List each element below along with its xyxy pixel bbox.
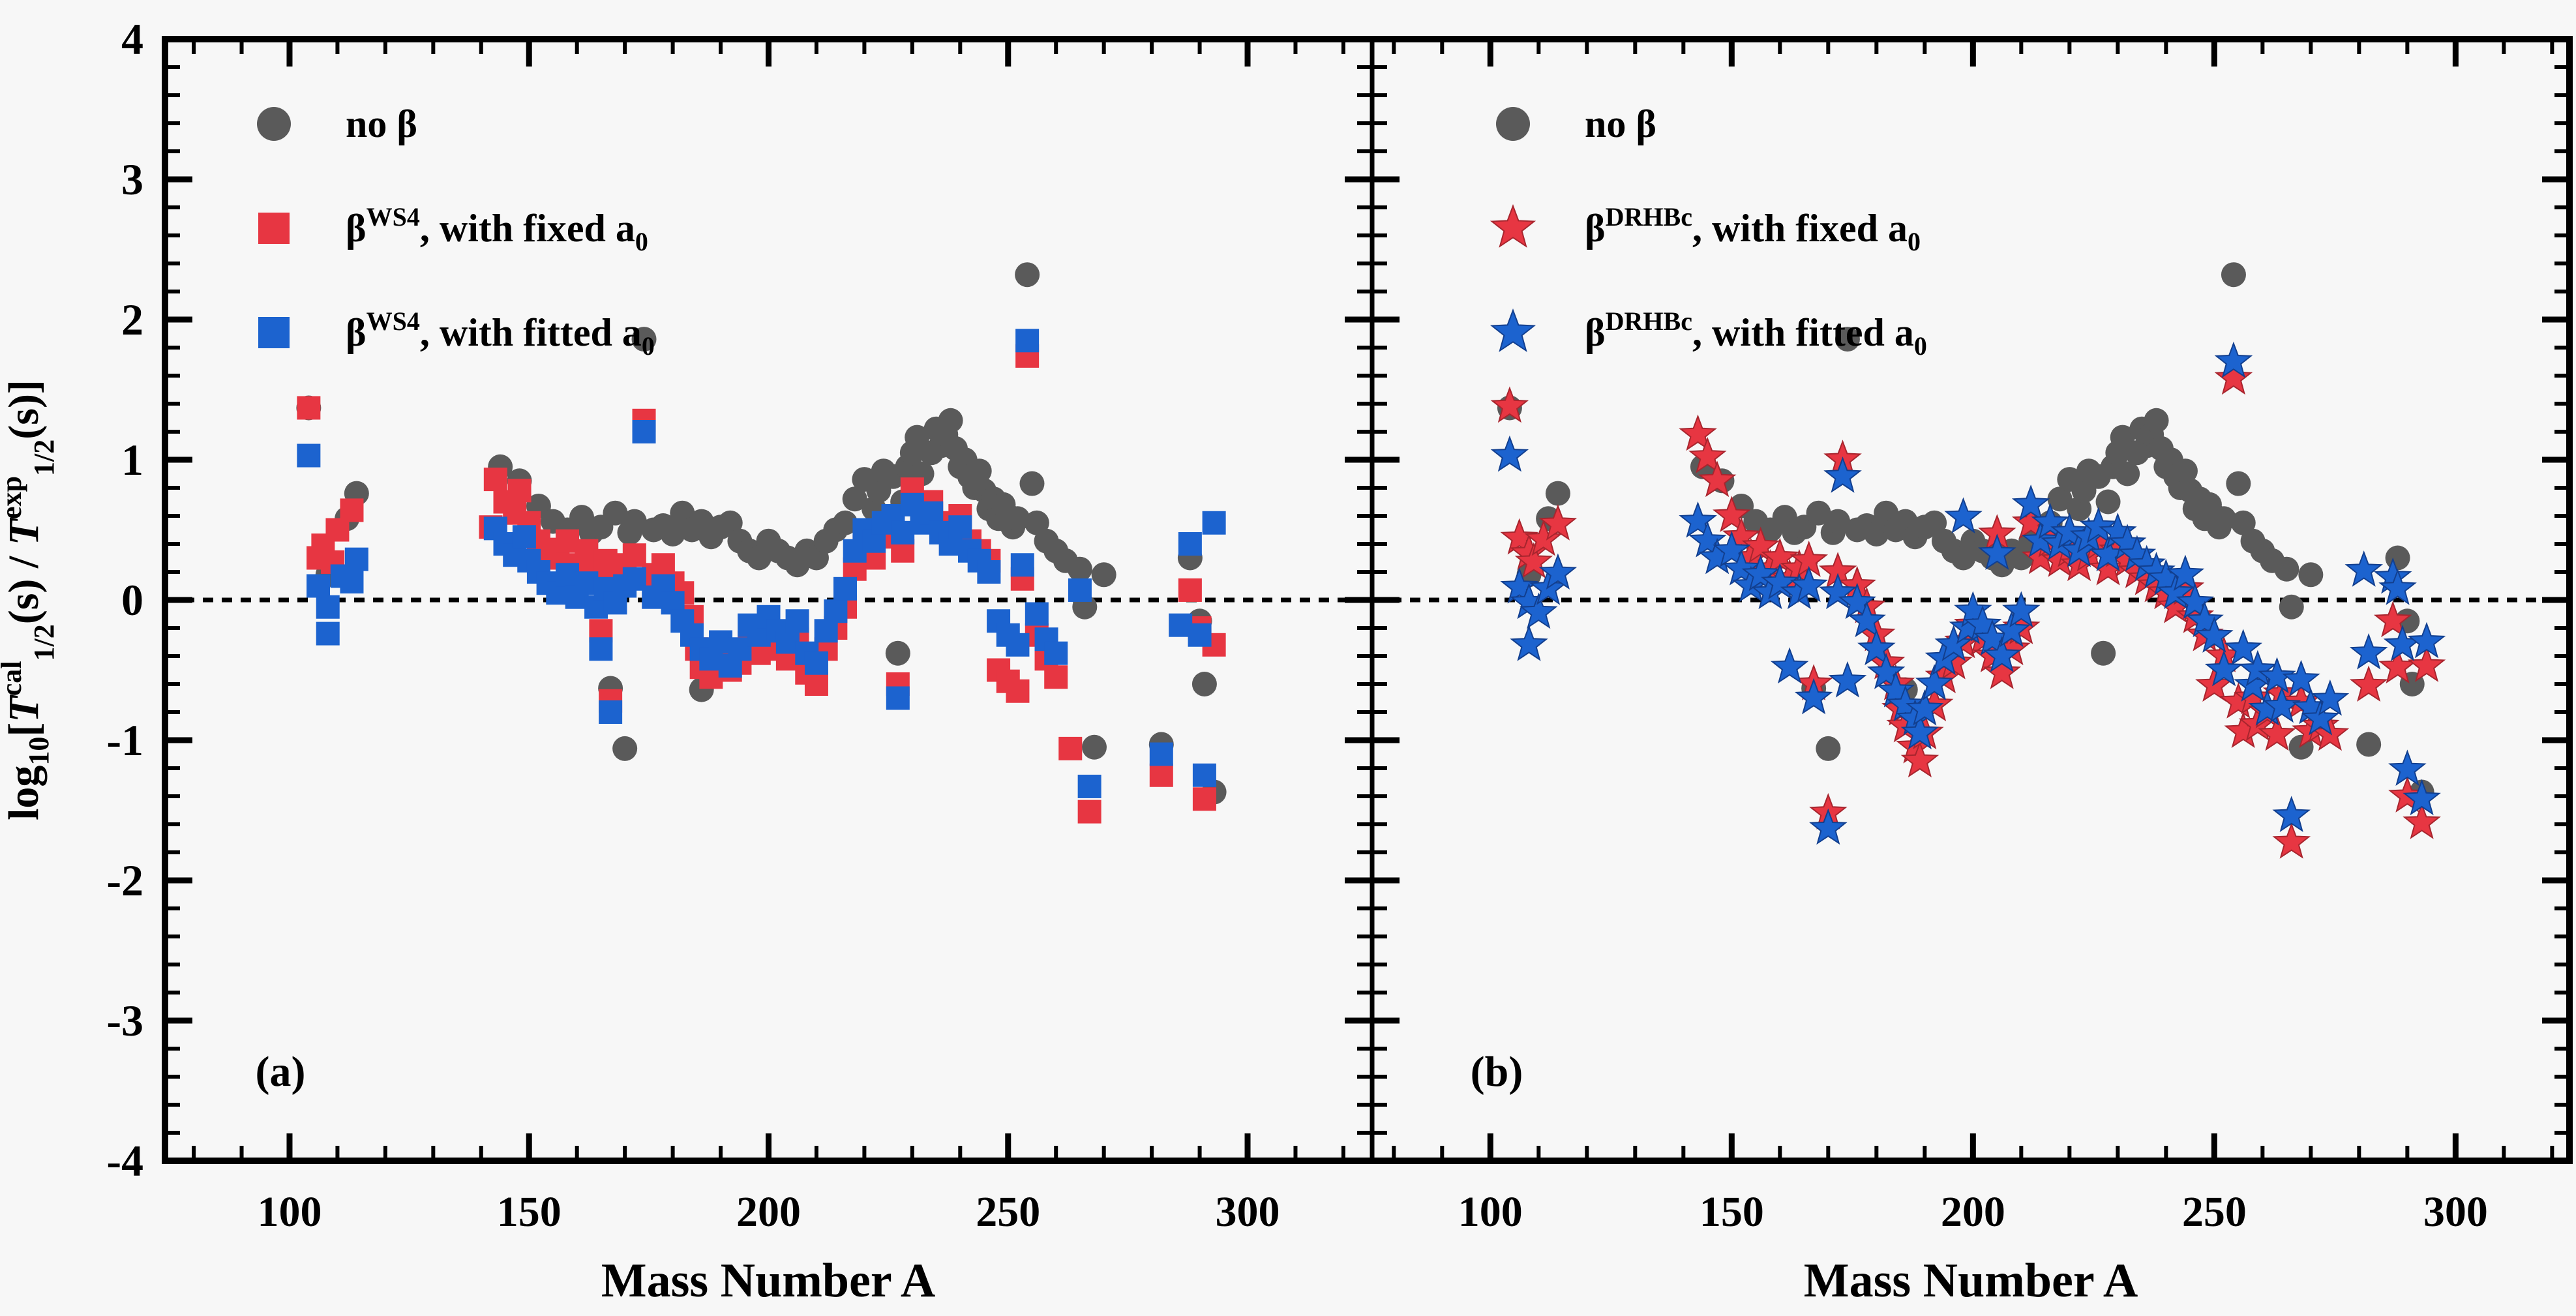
panel-a-scatter-points <box>296 262 1227 824</box>
legend-item-red-star: βDRHBc, with fixed a0 <box>1490 202 1921 256</box>
panel-b-label: (b) <box>1471 1048 1523 1096</box>
y-tick-label: 1 <box>121 435 143 485</box>
legend-item-blue-square: βWS4, with fitted a0 <box>258 307 655 361</box>
x-tick-label: 100 <box>257 1188 322 1236</box>
y-tick-label: -4 <box>106 1136 143 1186</box>
series-a-blue-square <box>297 329 1226 798</box>
x-tick-label: 300 <box>2423 1188 2488 1236</box>
series-a-gray-circle <box>296 262 1227 805</box>
panel-a-label: (a) <box>256 1048 306 1096</box>
y-tick-label: 4 <box>121 14 143 64</box>
legend-label: βWS4, with fitted a0 <box>346 307 655 361</box>
legend-label: βDRHBc, with fixed a0 <box>1585 202 1921 256</box>
legend-label: no β <box>346 102 417 145</box>
x-axis-title-panel-a: Mass Number A <box>601 1254 936 1308</box>
x-tick-label: 100 <box>1458 1188 1523 1236</box>
y-tick-label: -2 <box>106 856 143 905</box>
legend-label: no β <box>1585 102 1656 145</box>
x-tick-label: 250 <box>2182 1188 2247 1236</box>
series-b-blue-star <box>1490 341 2446 845</box>
x-tick-label: 200 <box>1941 1188 2005 1236</box>
y-tick-label: -1 <box>106 715 143 765</box>
y-tick-label: -3 <box>106 996 143 1045</box>
panel-b-scatter-points <box>1490 262 2446 859</box>
legend-item-gray-circle: no β <box>257 102 417 145</box>
legend-label: βWS4, with fixed a0 <box>346 202 648 256</box>
series-b-gray-circle <box>1497 262 2434 805</box>
y-tick-label: 0 <box>121 575 143 625</box>
legend-item-red-square: βWS4, with fixed a0 <box>258 202 648 256</box>
x-tick-label: 250 <box>976 1188 1040 1236</box>
legend-item-blue-star: βDRHBc, with fitted a0 <box>1490 307 1927 361</box>
legend-panel-b: no β βDRHBc, with fixed a0 βDRHBc, with fi… <box>1490 102 1927 361</box>
axis-ticks <box>165 36 2569 1164</box>
x-tick-label: 300 <box>1216 1188 1280 1236</box>
legend-label: βDRHBc, with fitted a0 <box>1585 307 1927 361</box>
legend-panel-a: no β βWS4, with fixed a0 βWS4, with fitted… <box>257 102 655 361</box>
y-axis-title: log10[Tcal1/2(s) / Texp1/2(s)] <box>0 380 60 820</box>
plot-frame <box>162 36 2573 1164</box>
x-axis-title-panel-b: Mass Number A <box>1804 1254 2138 1308</box>
axis-tick-labels: 100 150 200 250 300 100 150 200 250 300 -4 -3 -2 -1 0 1… <box>106 14 2488 1236</box>
y-tick-label: 2 <box>121 295 143 344</box>
x-tick-label: 150 <box>1700 1188 1764 1236</box>
x-tick-label: 150 <box>497 1188 562 1236</box>
x-tick-label: 200 <box>736 1188 801 1236</box>
y-tick-label: 3 <box>121 155 143 204</box>
legend-item-gray-circle: no β <box>1496 102 1656 145</box>
